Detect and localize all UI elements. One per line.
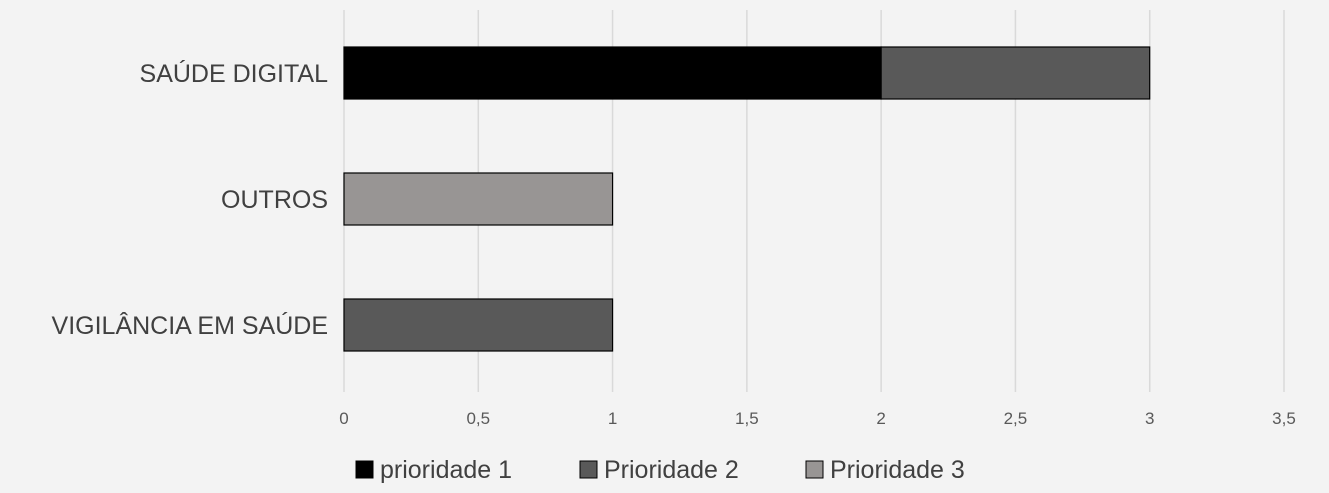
legend-label: Prioridade 3 [830, 456, 965, 484]
x-tick-labels: 0 0,5 1 1,5 2 2,5 3 3,5 [339, 409, 1296, 428]
legend: prioridade 1 Prioridade 2 Prioridade 3 [355, 456, 965, 484]
x-tick-label: 3 [1145, 409, 1154, 428]
x-tick-label: 1,5 [735, 409, 759, 428]
legend-swatch [805, 460, 824, 479]
x-tick-label: 3,5 [1272, 409, 1296, 428]
bar-2-3 [343, 298, 614, 352]
legend-label: Prioridade 2 [604, 456, 739, 484]
x-tick-label: 1 [608, 409, 617, 428]
category-label: OUTROS [221, 186, 328, 214]
x-tick-label: 0 [339, 409, 348, 428]
legend-label: prioridade 1 [380, 456, 512, 484]
x-tick-label: 2,5 [1004, 409, 1028, 428]
category-labels: SAÚDE DIGITAL OUTROS VIGILÂNCIA EM SAÚDE [52, 59, 329, 340]
x-tick-label: 2 [876, 409, 885, 428]
legend-swatch [579, 460, 598, 479]
bar-1-1 [343, 46, 882, 100]
category-label: SAÚDE DIGITAL [140, 59, 329, 88]
x-tick-label: 0,5 [466, 409, 490, 428]
legend-swatch [355, 460, 374, 479]
bar-3-2 [343, 172, 614, 226]
bar-2-1 [880, 46, 1151, 100]
bars [343, 46, 1151, 352]
category-label: VIGILÂNCIA EM SAÚDE [52, 311, 328, 340]
